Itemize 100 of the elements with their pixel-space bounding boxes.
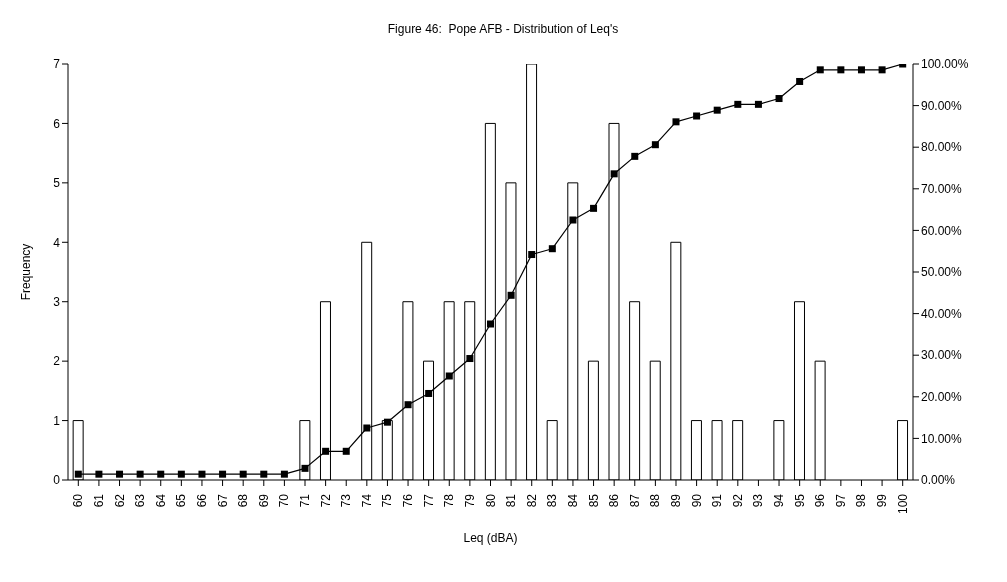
x-tick-label: 80 [483, 493, 498, 508]
point [796, 77, 804, 85]
x-tick-label: 87 [627, 493, 642, 508]
x-tick-label: 73 [339, 493, 354, 508]
point [74, 470, 82, 478]
x-tick-label: 70 [277, 493, 292, 508]
point [775, 95, 783, 103]
point [528, 251, 536, 259]
x-tick-label: 61 [91, 493, 106, 508]
y-tick-label: 5 [53, 176, 61, 191]
y-tick-label: 0 [53, 473, 61, 488]
point [569, 216, 577, 224]
x-tick-label: 96 [813, 493, 828, 508]
y2-tick-label: 50.00% [921, 265, 963, 280]
x-tick-label: 67 [215, 493, 230, 508]
y-tick-label: 7 [53, 57, 61, 72]
point [363, 424, 371, 432]
point [95, 470, 103, 478]
point [507, 291, 515, 299]
x-tick-label: 100 [895, 493, 910, 515]
x-tick-label: 86 [607, 493, 622, 508]
point [342, 447, 350, 455]
point [878, 66, 886, 74]
x-tick-label: 74 [359, 493, 374, 508]
y2-tick-label: 0.00% [921, 473, 956, 488]
x-tick-label: 85 [586, 493, 601, 508]
x-tick-label: 66 [194, 493, 209, 508]
y2-tick-label: 20.00% [921, 390, 963, 405]
y2-tick-label: 60.00% [921, 223, 963, 238]
point [260, 470, 268, 478]
x-tick-label: 64 [153, 493, 168, 508]
x-tick-label: 90 [689, 493, 704, 508]
y2-tick-label: 40.00% [921, 306, 963, 321]
point [425, 389, 433, 397]
point [466, 355, 474, 363]
x-tick-label: 78 [442, 493, 457, 508]
chart-title: Figure 46: Pope AFB - Distribution of Leq's [386, 22, 620, 38]
point [445, 372, 453, 380]
point [693, 112, 701, 120]
x-tick-label: 94 [772, 493, 787, 508]
y-axis-title: Frequency [19, 243, 34, 301]
y-tick-label: 3 [53, 294, 61, 309]
x-tick-label: 83 [545, 493, 560, 508]
y-tick-label: 1 [53, 413, 61, 428]
x-tick-label: 69 [256, 493, 271, 508]
point [280, 470, 288, 478]
x-tick-label: 60 [71, 493, 86, 508]
point [116, 470, 124, 478]
y-tick-label: 6 [53, 116, 61, 131]
y2-tick-label: 10.00% [921, 431, 963, 446]
x-tick-label: 76 [401, 493, 416, 508]
point [857, 66, 865, 74]
x-tick-label: 75 [380, 493, 395, 508]
y-tick-label: 4 [53, 235, 61, 250]
point [590, 204, 598, 212]
point [672, 118, 680, 126]
point [404, 401, 412, 409]
point [734, 100, 742, 108]
point [754, 100, 762, 108]
point [487, 320, 494, 328]
point [198, 470, 206, 478]
point [239, 470, 247, 478]
x-tick-label: 93 [751, 493, 766, 508]
point [136, 470, 144, 478]
x-tick-label: 88 [648, 493, 663, 508]
y2-tick-label: 100.00% [921, 57, 969, 72]
x-tick-label: 84 [565, 493, 580, 508]
x-tick-label: 65 [174, 493, 189, 508]
x-tick-label: 91 [710, 493, 725, 508]
x-tick-label: 99 [875, 493, 890, 508]
x-tick-label: 68 [236, 493, 251, 508]
x-tick-label: 98 [854, 493, 869, 508]
x-tick-label: 81 [504, 493, 519, 508]
point [157, 470, 165, 478]
x-tick-label: 89 [668, 493, 683, 508]
x-tick-label: 62 [112, 493, 127, 508]
x-tick-label: 77 [421, 493, 436, 508]
x-tick-label: 97 [833, 493, 848, 508]
point [548, 245, 556, 253]
point [610, 170, 618, 178]
point [322, 447, 330, 455]
point [301, 464, 309, 472]
x-tick-label: 71 [298, 493, 313, 508]
point [713, 106, 721, 114]
point [651, 141, 659, 149]
x-tick-label: 95 [792, 493, 807, 508]
point [837, 66, 845, 74]
y2-tick-label: 90.00% [921, 98, 963, 113]
x-tick-label: 92 [730, 493, 745, 508]
y2-tick-label: 80.00% [921, 140, 963, 155]
point [631, 152, 639, 160]
x-tick-label: 63 [133, 493, 148, 508]
point [177, 470, 185, 478]
point [816, 66, 824, 74]
y2-tick-label: 70.00% [921, 182, 963, 197]
y2-tick-label: 30.00% [921, 348, 963, 363]
point [219, 470, 227, 478]
x-tick-label: 72 [318, 493, 333, 508]
y-tick-label: 2 [53, 354, 61, 369]
x-tick-label: 82 [524, 493, 539, 508]
